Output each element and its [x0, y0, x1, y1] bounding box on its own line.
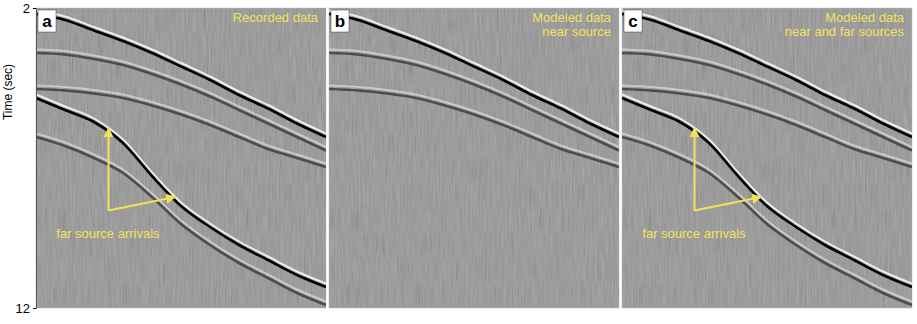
arrival: [622, 89, 912, 167]
arrival: [36, 53, 326, 151]
y-tick-mark: [33, 8, 36, 9]
annotation-text: far source arrivals: [642, 226, 746, 241]
arrival: [36, 98, 326, 287]
plot-area: [622, 11, 912, 306]
arrival: [622, 98, 912, 287]
y-tick-label: 2: [23, 1, 30, 16]
panel: far source arrivals Recorded data a2 12 Time…: [1, 1, 326, 316]
arrival: [329, 53, 619, 151]
panel-title: near and far sources: [785, 24, 905, 39]
arrival-highlight: [622, 95, 912, 284]
y-tick: 2: [23, 1, 36, 16]
arrival-highlight: [622, 50, 912, 148]
arrival-highlight: [36, 95, 326, 284]
plot-area: [329, 11, 619, 168]
annotation-arrow: [109, 197, 176, 211]
arrival: [36, 89, 326, 167]
arrival-highlight: [329, 86, 619, 164]
arrival: [622, 53, 912, 151]
arrival-highlight: [622, 134, 912, 302]
panel-texture: [622, 8, 912, 308]
panel-letter-box: [624, 10, 642, 32]
panel-letter: a: [42, 12, 52, 31]
y-axis-line: [33, 9, 37, 309]
arrival: [36, 137, 326, 305]
panel-texture: [329, 8, 619, 308]
panel-title: near source: [542, 24, 611, 39]
arrival-highlight: [36, 134, 326, 302]
panel: far source arrivals Modeled datanear and …: [622, 8, 912, 308]
arrival-highlight: [329, 50, 619, 148]
annotation-arrow: [108, 128, 110, 211]
panel-title: Recorded data: [233, 10, 319, 25]
panel-title: Modeled data: [532, 10, 612, 25]
y-tick-label: 12: [16, 301, 30, 316]
panel-letter: c: [628, 12, 637, 31]
arrival-highlight: [36, 50, 326, 148]
arrival: [36, 14, 326, 137]
panel: Modeled datanear source b: [329, 8, 619, 308]
arrival: [622, 137, 912, 305]
y-tick-mark: [33, 308, 36, 309]
panel-letter: b: [335, 12, 345, 31]
panel-texture: [36, 8, 326, 308]
y-axis-title: Time (sec): [1, 64, 15, 120]
plot-area: [36, 11, 326, 306]
panel-title: Modeled data: [825, 10, 905, 25]
figure: far source arrivals Recorded data a2 12 Time…: [0, 0, 917, 324]
panel-background: [36, 8, 326, 308]
arrival: [329, 14, 619, 137]
y-tick: 12: [16, 301, 36, 316]
panel-letter-box: [331, 10, 349, 32]
arrival: [622, 14, 912, 137]
annotation-text: far source arrivals: [56, 226, 160, 241]
panel-background: [622, 8, 912, 308]
annotation-arrow: [695, 197, 762, 211]
panel-background: [329, 8, 619, 308]
y-axis: 2 12: [16, 1, 37, 316]
panel-letter-box: [38, 10, 56, 32]
arrival: [329, 89, 619, 167]
annotation-arrow: [694, 128, 696, 211]
